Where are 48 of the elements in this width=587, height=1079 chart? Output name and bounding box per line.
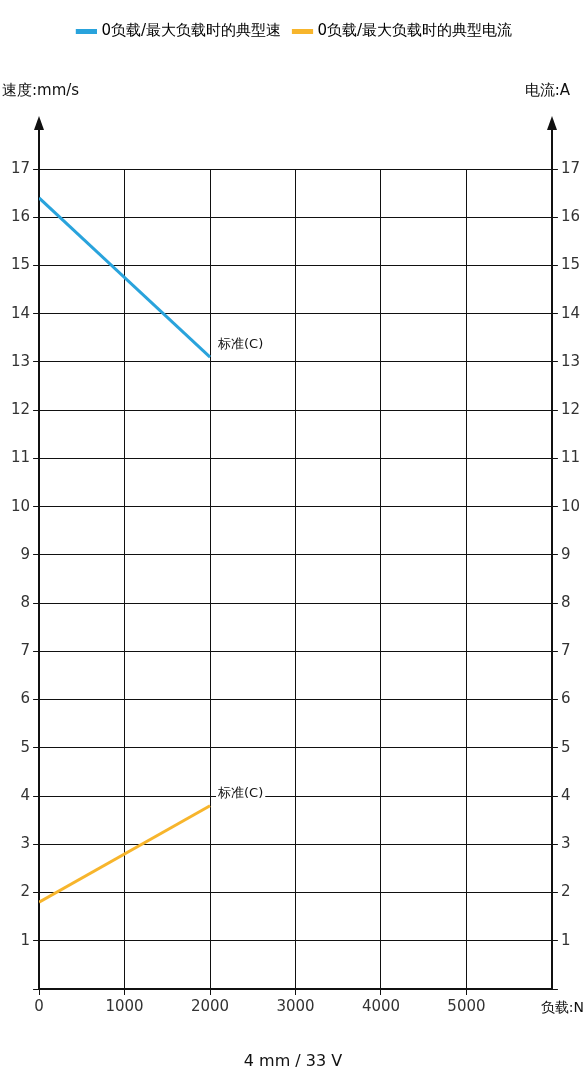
y-tick-label: 14 <box>10 303 31 322</box>
y2-tick-label: 5 <box>560 737 571 756</box>
y-tick-label: 13 <box>10 351 31 370</box>
y-axis-title: 速度:mm/s <box>2 81 80 100</box>
x-axis-title: 负载:N <box>540 998 584 1015</box>
y2-tick-label: 14 <box>560 303 581 322</box>
y-tick-label: 6 <box>20 689 31 708</box>
y-tick-label: 8 <box>20 593 31 612</box>
y-tick-label: 9 <box>20 544 31 563</box>
y2-tick-label: 12 <box>560 400 581 419</box>
y2-tick-label: 2 <box>560 882 571 901</box>
y2-tick-label: 16 <box>560 207 581 226</box>
y-tick-label: 4 <box>20 785 31 804</box>
y-tick-label: 10 <box>10 496 31 515</box>
y2-tick-label: 11 <box>560 448 581 467</box>
y-tick-label: 7 <box>20 641 31 660</box>
x-tick-label: 2000 <box>190 996 230 1015</box>
y-tick-label: 3 <box>20 834 31 853</box>
y2-tick-label: 13 <box>560 351 581 370</box>
annotation: 标准(C) <box>217 785 264 801</box>
y2-tick-label: 15 <box>560 255 581 274</box>
y2-tick-label: 10 <box>560 496 581 515</box>
y2-tick-label: 8 <box>560 593 571 612</box>
legend-label: 0负载/最大负载时的典型电流 <box>317 21 513 40</box>
y-tick-label: 2 <box>20 882 31 901</box>
x-tick-label: 0 <box>34 996 44 1015</box>
x-tick-label: 1000 <box>105 996 144 1015</box>
y2-tick-label: 3 <box>560 834 571 853</box>
x-tick-label: 5000 <box>447 996 486 1015</box>
x-tick-label: 3000 <box>276 996 315 1015</box>
y-tick-label: 12 <box>10 400 31 419</box>
y2-tick-label: 9 <box>560 544 571 563</box>
annotation: 标准(C) <box>217 336 264 352</box>
y2-tick-label: 17 <box>560 158 581 177</box>
y-tick-label: 16 <box>10 207 31 226</box>
y-tick-label: 15 <box>10 255 31 274</box>
y-tick-label: 11 <box>10 448 31 467</box>
y2-tick-label: 6 <box>560 689 571 708</box>
y2-axis-title: 电流:A <box>524 81 571 100</box>
x-tick-label: 4000 <box>361 996 401 1015</box>
y-tick-label: 1 <box>20 930 31 949</box>
y-tick-label: 5 <box>20 737 31 756</box>
legend-label: 0负载/最大负载时的典型速 <box>101 21 282 40</box>
y2-tick-label: 7 <box>560 641 571 660</box>
text: 4 mm / 33 V <box>243 1051 343 1071</box>
y2-tick-label: 4 <box>560 785 571 804</box>
y2-tick-label: 1 <box>560 930 571 949</box>
y-tick-label: 17 <box>10 158 31 177</box>
